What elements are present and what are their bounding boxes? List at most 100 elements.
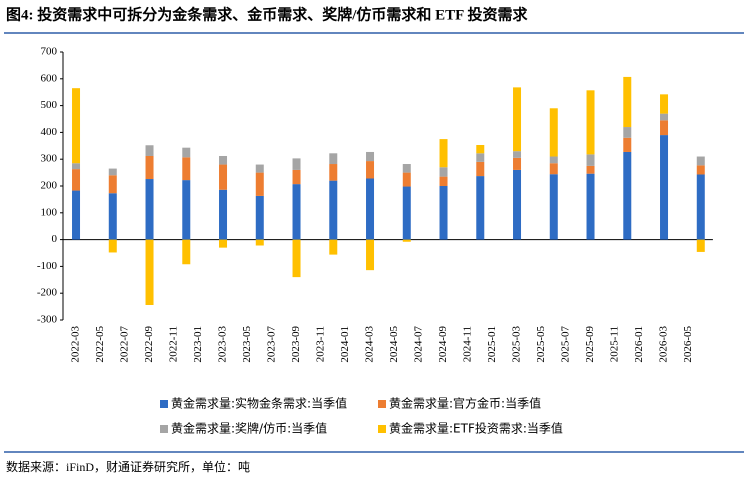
bar-segment [696,156,705,166]
x-tick-label: 2025-11 [609,326,621,362]
bar-segment [108,175,117,194]
bar-segment [696,165,705,175]
legend-label: 黄金需求量:实物金条需求:当季值 [171,396,347,411]
y-tick-label: 300 [41,153,58,165]
bar-segment [72,88,81,164]
bar-segment [366,239,375,271]
bar-segment [549,108,558,157]
x-tick-label: 2023-05 [241,326,253,363]
bar-segment [72,163,81,170]
source-note: 数据来源：iFinD，财通证券研究所，单位：吨 [6,459,250,474]
bar-segment [623,127,632,138]
bar-segment [108,239,117,253]
y-tick-label: -200 [37,287,58,299]
bar-segment [513,169,522,240]
y-tick-label: 500 [41,99,58,111]
bar-segment [182,239,191,265]
bar-segment [219,239,228,248]
legend-label: 黄金需求量:官方金币:当季值 [389,396,541,411]
bar-segment [402,164,411,173]
bar-segment [476,176,485,240]
legend-label: 黄金需求量:奖牌/仿币:当季值 [171,421,327,436]
bar-segment [366,151,375,162]
bar-segment [219,164,228,190]
bar-segment [660,94,669,114]
bar-segment [696,174,705,240]
x-tick-label: 2024-03 [364,326,376,363]
bar-segment [439,186,448,240]
x-tick-label: 2023-03 [217,326,229,363]
x-tick-label: 2024-09 [437,326,449,363]
bar-segment [402,172,411,187]
legend-swatch [378,400,386,408]
bar-segment [145,179,154,240]
bar-segment [145,145,154,156]
y-tick-label: 0 [52,233,58,245]
x-tick-label: 2024-07 [413,326,425,363]
x-tick-label: 2023-07 [266,326,278,363]
bar-segment [292,184,301,240]
bar-segment [586,154,595,166]
bar-segment [513,157,522,170]
bar-segment [660,120,669,136]
bar-segment [476,153,485,162]
bar-segment [549,156,558,164]
y-tick-label: 600 [41,72,58,84]
bar-segment [292,169,301,185]
bar-segment [549,163,558,175]
bar-segment [549,174,558,240]
x-tick-label: 2024-11 [462,326,474,362]
bar-segment [513,87,522,152]
legend-swatch [378,425,386,433]
x-tick-label: 2026-05 [682,326,694,363]
bar-segment [72,190,81,240]
y-tick-label: 400 [41,126,58,138]
bar-segment [623,76,632,128]
bar-segment [439,176,448,186]
x-tick-label: 2025-07 [560,326,572,363]
bar-segment [145,239,154,305]
chart-title: 图4: 投资需求中可拆分为金条需求、金币需求、奖牌/仿币需求和 ETF 投资需求 [6,5,529,23]
x-tick-label: 2025-03 [511,326,523,363]
bar-segment [476,161,485,177]
bar-segment [439,167,448,177]
x-tick-label: 2022-05 [94,326,106,363]
bar-segment [402,186,411,240]
x-tick-label: 2025-05 [535,326,547,363]
x-tick-label: 2026-01 [633,326,645,363]
bar-segment [292,239,301,278]
bar-segment [696,239,705,252]
bar-segment [255,239,264,246]
x-tick-label: 2023-09 [290,326,302,363]
bar-segment [439,139,448,168]
y-tick-label: 700 [41,46,58,58]
bar-segment [182,147,191,158]
bar-segment [329,164,338,181]
legend-label: 黄金需求量:ETF投资需求:当季值 [389,421,563,436]
x-tick-label: 2023-01 [192,326,204,363]
x-tick-label: 2022-07 [119,326,131,363]
bar-segment [329,239,338,255]
y-tick-label: -100 [37,260,58,272]
legend-swatch [160,425,168,433]
bar-segment [623,151,632,240]
bar-segment [660,135,669,240]
bar-segment [255,172,264,196]
bar-segment [145,155,154,180]
bar-segment [366,178,375,240]
x-tick-label: 2025-01 [486,326,498,363]
bar-segment [586,90,595,155]
bar-segment [255,195,264,240]
bar-segment [513,151,522,158]
x-tick-label: 2024-05 [388,326,400,363]
bar-segment [329,180,338,240]
x-tick-label: 2026-03 [658,326,670,363]
bar-segment [402,239,411,242]
y-tick-label: 100 [41,206,58,218]
bar-segment [660,113,669,121]
legend-swatch [160,400,168,408]
bar-segment [182,157,191,181]
bar-segment [366,161,375,179]
bar-segment [255,164,264,173]
